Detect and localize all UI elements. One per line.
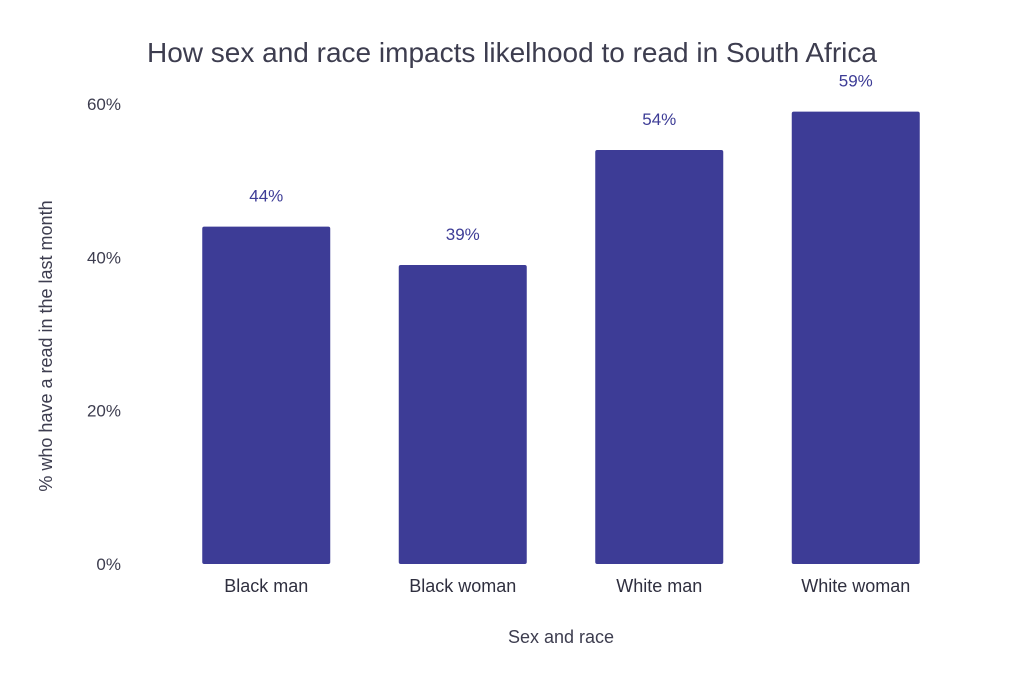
bar: [791, 111, 920, 565]
data-label: 44%: [249, 187, 283, 206]
y-tick-label: 60%: [87, 95, 121, 114]
x-axis-title: Sex and race: [508, 627, 614, 647]
bars-group: [202, 111, 920, 565]
y-tick-label: 0%: [96, 555, 121, 574]
bar: [595, 150, 724, 564]
x-category-label: Black man: [224, 576, 308, 596]
bar: [202, 226, 331, 564]
y-tick-label: 20%: [87, 402, 121, 421]
data-label: 59%: [839, 72, 873, 91]
y-axis-title: % who have a read in the last month: [36, 200, 56, 491]
x-category-label: Black woman: [409, 576, 516, 596]
y-axis-ticks: 0% 20% 40% 60%: [87, 95, 121, 574]
x-category-label: White man: [616, 576, 702, 596]
bar: [398, 265, 527, 564]
data-labels-group: 44% 39% 54% 59%: [249, 72, 873, 244]
data-label: 39%: [446, 225, 480, 244]
x-category-label: White woman: [801, 576, 910, 596]
x-axis-categories: Black man Black woman White man White woman: [224, 576, 910, 596]
y-tick-label: 40%: [87, 248, 121, 267]
chart-title: How sex and race impacts likelhood to re…: [147, 37, 877, 68]
data-label: 54%: [642, 110, 676, 129]
